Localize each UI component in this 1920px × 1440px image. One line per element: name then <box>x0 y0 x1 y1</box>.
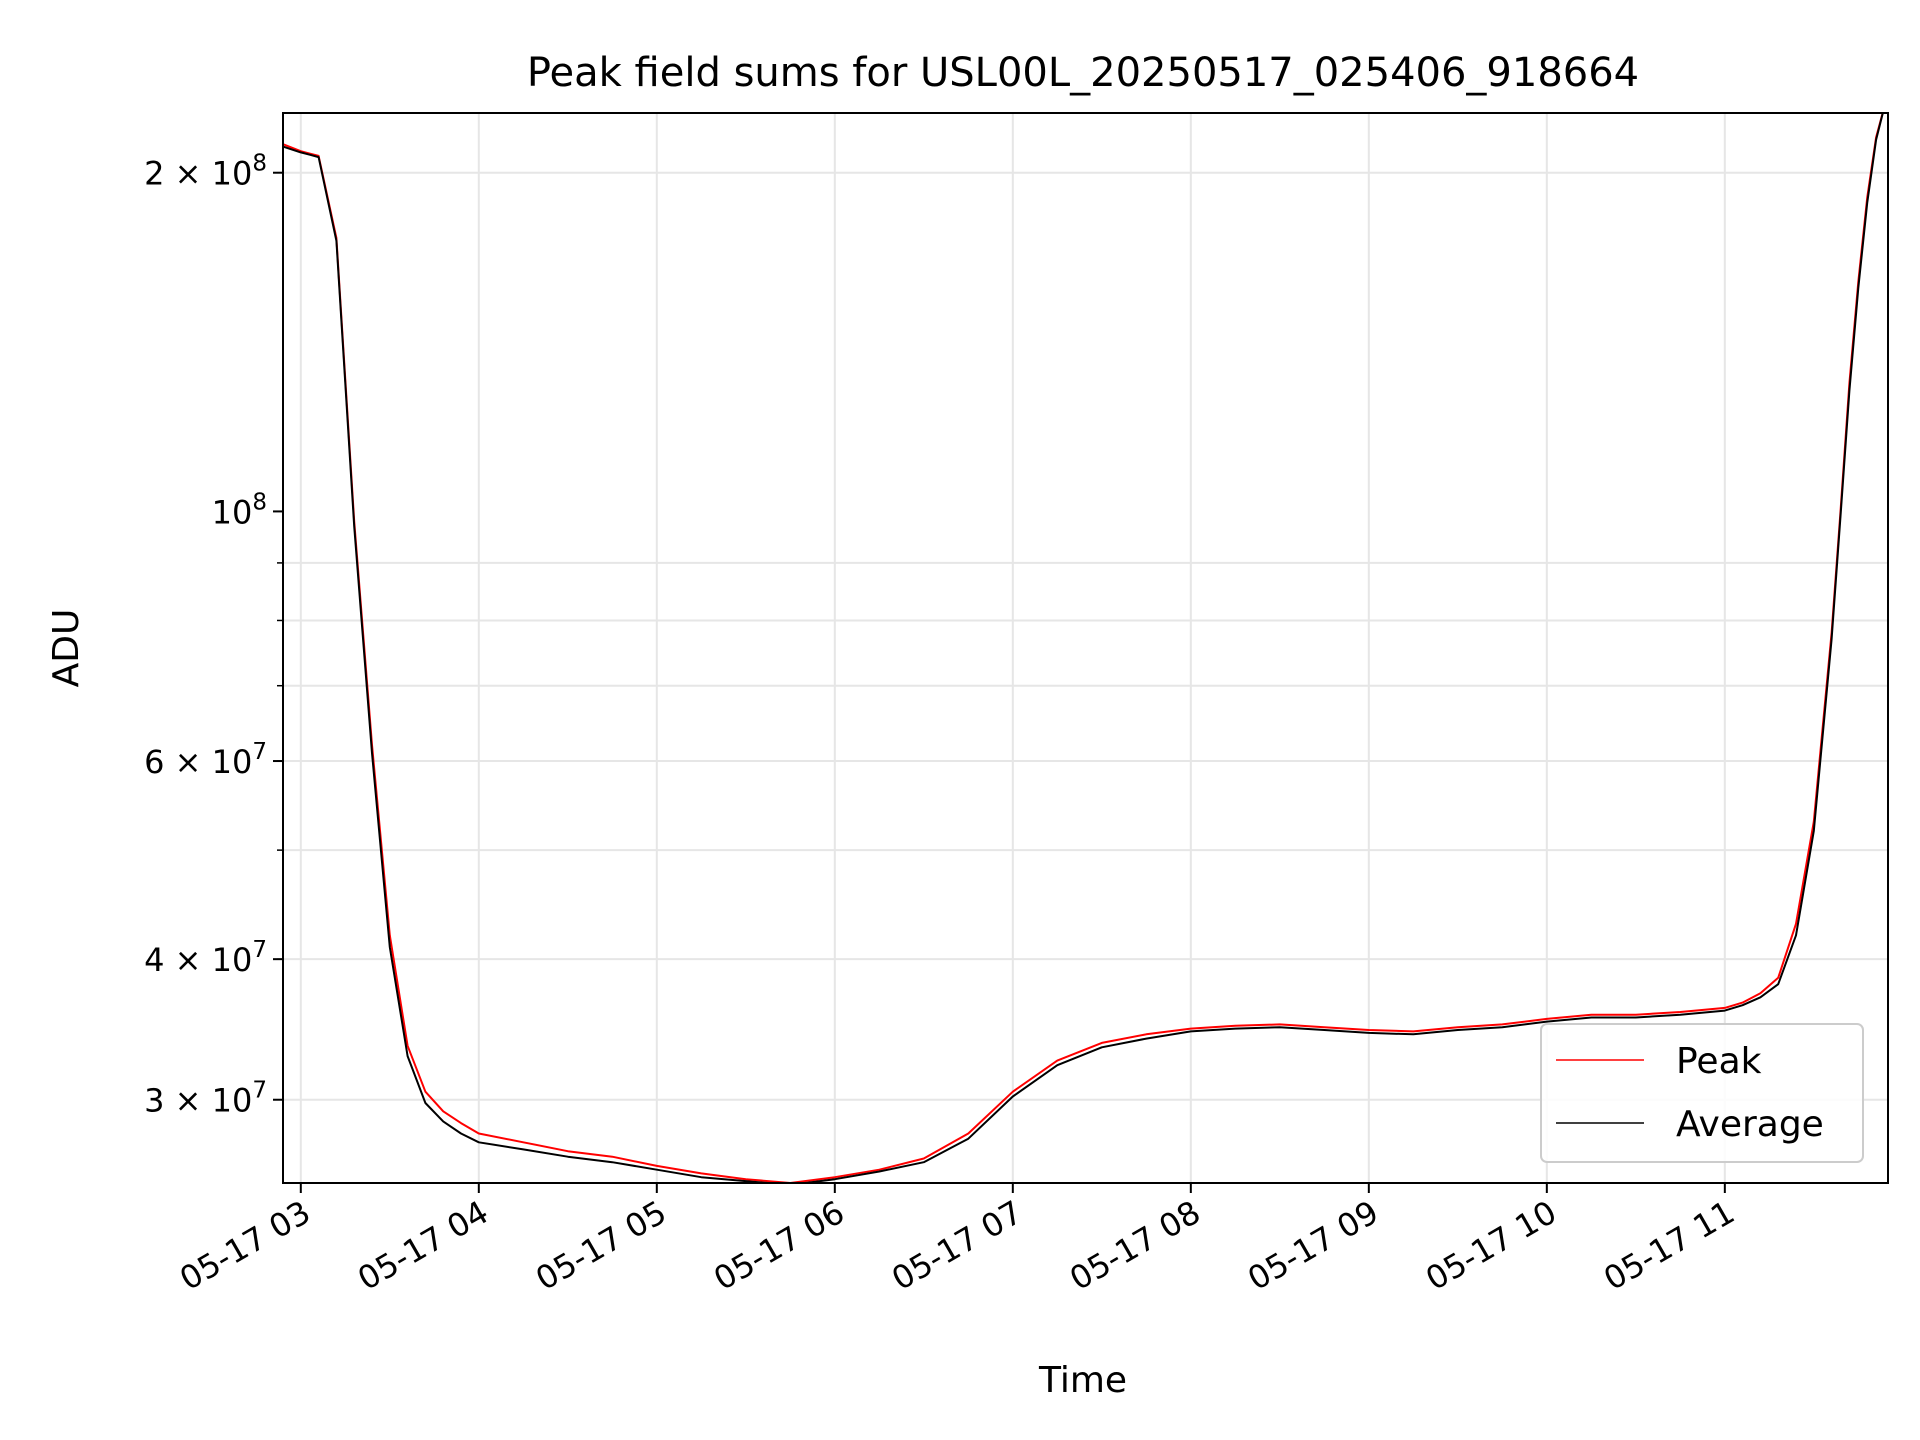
legend-label-average: Average <box>1676 1104 1824 1145</box>
legend-label-peak: Peak <box>1676 1041 1762 1082</box>
plot-frame <box>282 112 1889 1184</box>
x-axis-label: Time <box>1038 1360 1127 1401</box>
y-tick-label: 3 × 107 <box>144 1078 267 1120</box>
y-tick-label: 108 <box>212 489 267 531</box>
y-tick-label: 6 × 107 <box>144 739 267 781</box>
legend-box <box>1540 1023 1864 1163</box>
y-tick-label: 2 × 108 <box>144 151 267 193</box>
series-line-peak <box>283 113 1884 1183</box>
y-axis: 3 × 107 4 × 107 6 × 107 108 2 × 108 <box>144 151 283 1120</box>
series-layer <box>283 113 1884 1183</box>
legend: Peak Average <box>1540 1023 1864 1163</box>
chart-title: Peak field sums for USL00L_20250517_0254… <box>527 50 1639 96</box>
y-axis-label: ADU <box>46 609 87 688</box>
y-tick-label: 4 × 107 <box>144 937 267 979</box>
series-line-average <box>283 113 1884 1183</box>
